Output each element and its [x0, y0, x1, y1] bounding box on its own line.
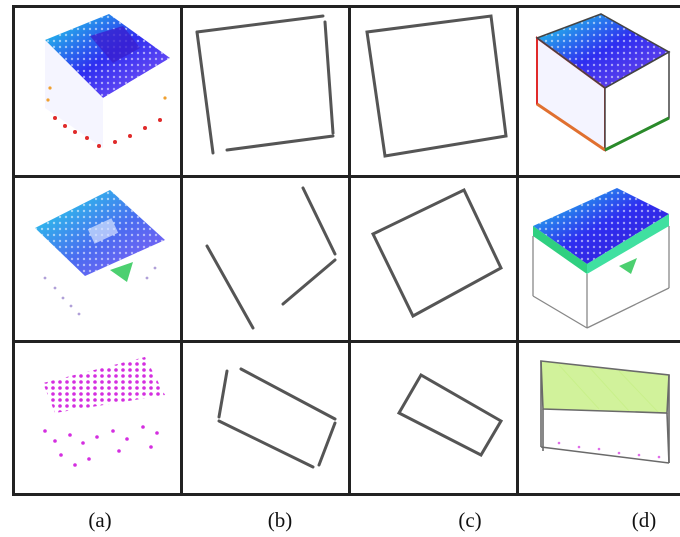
outline-broken-square-2	[205, 186, 337, 330]
cell-row2-d	[519, 178, 680, 340]
outline-broken-square-1	[195, 14, 335, 155]
column-label-c: (c)	[458, 508, 482, 532]
cell-row3-b	[183, 343, 348, 493]
cell-row3-d	[519, 343, 680, 493]
point-cloud-building-3	[43, 357, 165, 467]
cell-row2-b	[183, 178, 348, 340]
outline-rectangle-3	[396, 372, 504, 457]
cell-row1-d	[519, 8, 680, 175]
outline-broken-rectangle-3	[217, 367, 337, 469]
cell-row2-a	[15, 178, 180, 340]
column-label-a: (a)	[88, 508, 112, 532]
point-cloud-building-1	[45, 14, 170, 148]
cell-row1-a	[15, 8, 180, 175]
column-label-d: (d)	[631, 508, 657, 532]
fitted-box-building-1	[535, 13, 671, 152]
point-cloud-building-2	[35, 190, 165, 316]
figure-grid	[12, 5, 680, 496]
fitted-box-building-3	[540, 360, 670, 464]
column-label-b: (b)	[267, 508, 293, 532]
cell-row1-c	[351, 8, 516, 175]
cell-row3-c	[351, 343, 516, 493]
fitted-box-building-2	[532, 188, 670, 329]
outline-square-2	[370, 187, 503, 319]
cell-row3-a	[15, 343, 180, 493]
outline-square-1	[365, 14, 508, 158]
cell-row1-b	[183, 8, 348, 175]
cell-row2-c	[351, 178, 516, 340]
